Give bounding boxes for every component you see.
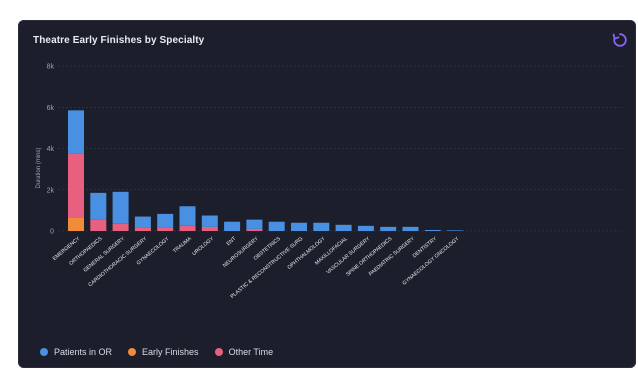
bar-segment-patients-in-or[interactable] <box>447 230 464 231</box>
legend-swatch <box>214 348 223 356</box>
stacked-bar-chart: 0 2k 4k 6k 8k Duration (mins) EMERGENCYORTHO… <box>36 64 623 300</box>
y-tick-label: 2k <box>47 187 55 194</box>
bar-segment-patients-in-or[interactable] <box>179 206 196 226</box>
bar-segment-patients-in-or[interactable] <box>112 191 129 224</box>
legend-swatch <box>40 348 48 356</box>
x-tick-label: OPHTHALMOLOGY <box>287 236 327 271</box>
bar-segment-patients-in-or[interactable] <box>313 222 330 231</box>
legend-swatch <box>128 348 137 356</box>
bar-segment-other-time[interactable] <box>246 228 263 231</box>
legend-label: Patients in OR <box>54 347 113 357</box>
bar-segment-patients-in-or[interactable] <box>224 221 241 231</box>
bar-segment-early-finishes[interactable] <box>68 217 84 231</box>
gridlines <box>58 65 623 232</box>
y-tick-label: 0 <box>50 229 54 236</box>
bar-segment-other-time[interactable] <box>90 219 107 231</box>
y-axis-label: Duration (mins) <box>36 147 42 188</box>
y-tick-label: 8k <box>47 64 55 71</box>
bars <box>68 110 464 231</box>
chart-legend: Patients in OR Early Finishes Other Time <box>40 347 273 357</box>
x-tick-label: TRAUMA <box>172 236 193 255</box>
y-tick-label: 4k <box>47 146 55 153</box>
bar-segment-patients-in-or[interactable] <box>201 215 218 227</box>
x-tick-label: GENERAL SURGERY <box>82 236 126 274</box>
bar-segment-patients-in-or[interactable] <box>357 225 374 231</box>
bar-segment-patients-in-or[interactable] <box>268 221 285 231</box>
bar-segment-other-time[interactable] <box>157 227 174 231</box>
bar-segment-other-time[interactable] <box>112 223 129 231</box>
y-axis: 0 2k 4k 6k 8k <box>47 64 55 236</box>
x-tick-label: PAEDIATRIC SURGERY <box>368 236 416 278</box>
y-tick-label: 6k <box>47 105 55 112</box>
bar-segment-patients-in-or[interactable] <box>402 226 419 231</box>
bar-segment-patients-in-or[interactable] <box>246 219 263 229</box>
bar-segment-patients-in-or[interactable] <box>335 224 352 231</box>
bar-segment-other-time[interactable] <box>201 226 218 231</box>
chart-card: Theatre Early Finishes by Specialty 0 2k 4… <box>18 20 636 368</box>
bar-segment-patients-in-or[interactable] <box>291 222 307 231</box>
legend-label: Early Finishes <box>142 347 199 357</box>
bar-segment-patients-in-or[interactable] <box>424 229 441 231</box>
x-tick-label: ENT <box>226 235 238 247</box>
bar-segment-patients-in-or[interactable] <box>68 110 84 154</box>
legend-item-early-finishes[interactable]: Early Finishes <box>128 347 199 357</box>
x-tick-label: UROLOGY <box>191 236 215 258</box>
bar-segment-patients-in-or[interactable] <box>134 216 151 228</box>
bar-segment-other-time[interactable] <box>68 153 84 218</box>
bar-segment-patients-in-or[interactable] <box>90 192 107 220</box>
legend-item-patients-in-or[interactable]: Patients in OR <box>40 347 112 357</box>
bar-segment-other-time[interactable] <box>179 225 196 231</box>
bar-segment-other-time[interactable] <box>134 227 151 231</box>
refresh-icon[interactable] <box>612 32 628 48</box>
legend-label: Other Time <box>228 347 274 357</box>
bar-segment-patients-in-or[interactable] <box>380 226 397 231</box>
bar-segment-patients-in-or[interactable] <box>157 213 174 228</box>
chart-title: Theatre Early Finishes by Specialty <box>33 35 205 46</box>
legend-item-other-time[interactable]: Other Time <box>214 347 274 357</box>
